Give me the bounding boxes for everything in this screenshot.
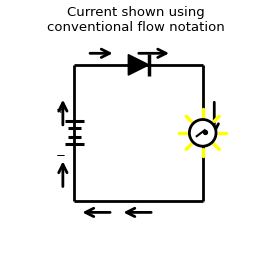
- Text: Current shown using: Current shown using: [67, 6, 205, 19]
- Text: +: +: [55, 103, 65, 116]
- Circle shape: [189, 119, 216, 146]
- Polygon shape: [128, 55, 149, 75]
- Text: conventional flow notation: conventional flow notation: [47, 21, 225, 34]
- Text: −: −: [55, 149, 65, 163]
